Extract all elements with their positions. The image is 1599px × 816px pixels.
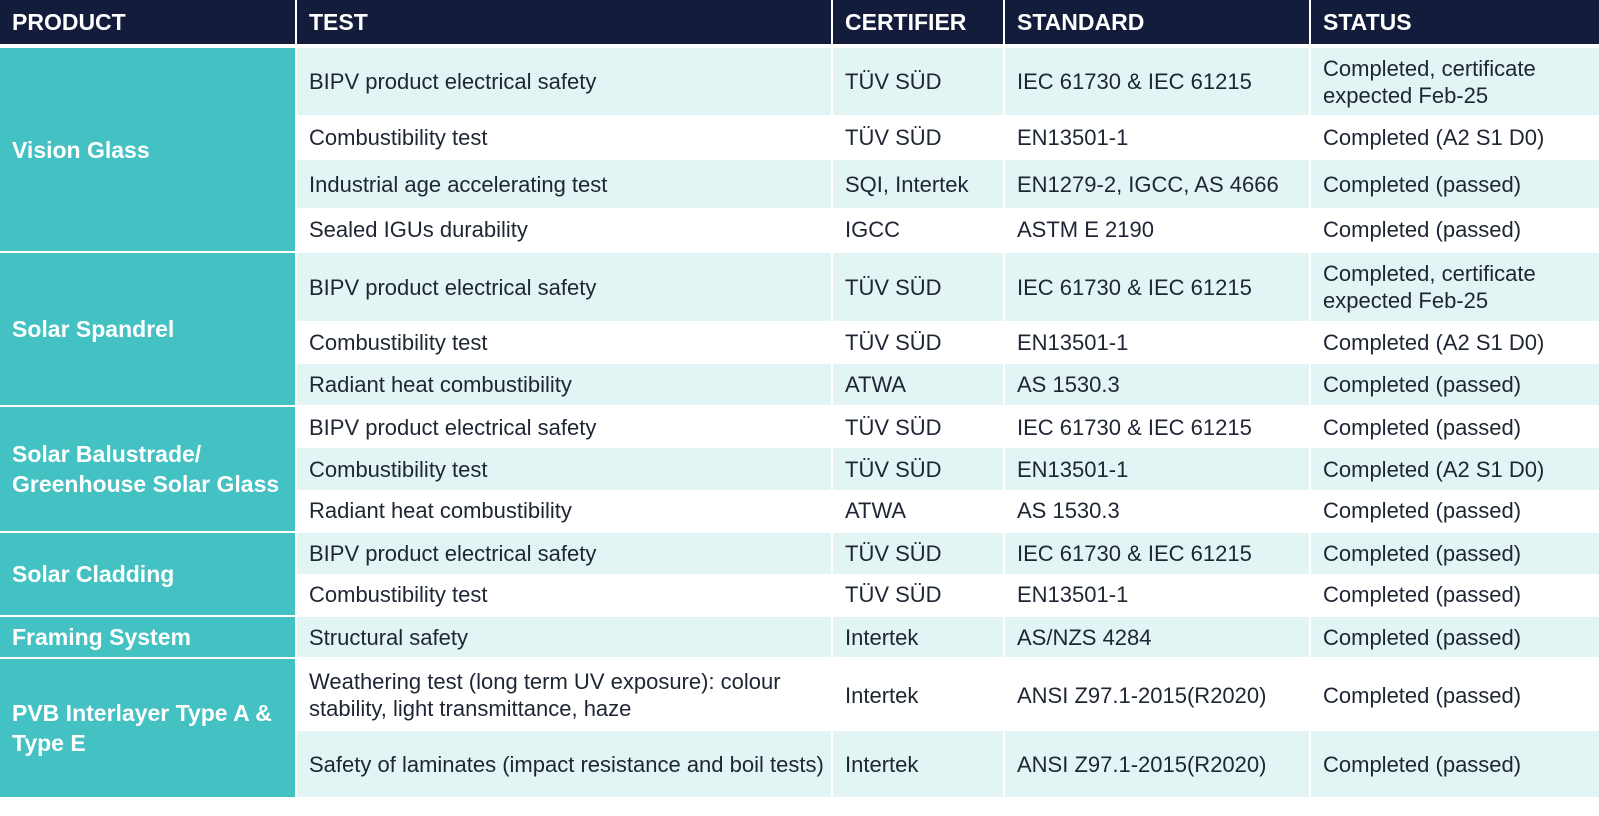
certifier-cell: TÜV SÜD — [831, 321, 1004, 364]
table-row: Combustibility test TÜV SÜD EN13501-1 Co… — [0, 321, 1599, 364]
product-cell-solar-balustrade: Solar Balustrade/ Greenhouse Solar Glass — [0, 406, 296, 533]
header-test: TEST — [295, 0, 832, 48]
table-row: Solar Spandrel BIPV product electrical s… — [0, 252, 1599, 407]
test-cell: Combustibility test — [295, 574, 832, 617]
certifier-cell: SQI, Intertek — [831, 160, 1004, 208]
test-cell: Radiant heat combustibility — [295, 490, 832, 533]
status-cell: Completed (passed) — [1309, 574, 1599, 617]
table-row: Vision Glass BIPV product electrical saf… — [0, 46, 1599, 253]
certifier-cell: TÜV SÜD — [831, 252, 1004, 321]
status-cell: Completed (passed) — [1309, 616, 1599, 659]
certifier-cell: TÜV SÜD — [831, 574, 1004, 617]
status-cell: Completed (passed) — [1309, 406, 1599, 448]
certifier-cell: Intertek — [831, 731, 1004, 797]
standard-cell: ASTM E 2190 — [1003, 208, 1310, 253]
standard-cell: EN13501-1 — [1003, 321, 1310, 364]
certifier-cell: ATWA — [831, 490, 1004, 533]
table-row: Combustibility test TÜV SÜD EN13501-1 Co… — [0, 448, 1599, 490]
header-status: STATUS — [1309, 0, 1599, 48]
test-cell: Radiant heat combustibility — [295, 364, 832, 407]
test-cell: BIPV product electrical safety — [295, 46, 832, 115]
status-cell: Completed (passed) — [1309, 364, 1599, 407]
table-row: Solar Cladding BIPV product electrical s… — [0, 532, 1599, 617]
test-cell: Safety of laminates (impact resistance a… — [295, 731, 832, 797]
certification-table: PRODUCT TEST CERTIFIER STANDARD STATUS V… — [0, 0, 1599, 797]
certifier-cell: TÜV SÜD — [831, 448, 1004, 490]
test-cell: BIPV product electrical safety — [295, 252, 832, 321]
product-cell-vision-glass: Vision Glass — [0, 46, 296, 253]
certifier-cell: TÜV SÜD — [831, 46, 1004, 115]
standard-cell: EN1279-2, IGCC, AS 4666 — [1003, 160, 1310, 208]
table-row: Combustibility test TÜV SÜD EN13501-1 Co… — [0, 115, 1599, 160]
status-cell: Completed (passed) — [1309, 532, 1599, 574]
status-cell: Completed (A2 S1 D0) — [1309, 448, 1599, 490]
header-row: PRODUCT TEST CERTIFIER STANDARD STATUS — [0, 0, 1599, 48]
status-cell: Completed, certificate expected Feb-25 — [1309, 46, 1599, 115]
table-row: Solar Balustrade/ Greenhouse Solar Glass… — [0, 406, 1599, 533]
test-cell: Combustibility test — [295, 448, 832, 490]
table-row: Radiant heat combustibility ATWA AS 1530… — [0, 490, 1599, 533]
product-cell-framing-system: Framing System — [0, 616, 296, 659]
standard-cell: AS 1530.3 — [1003, 364, 1310, 407]
table-row: Framing System Structural safety Interte… — [0, 616, 1599, 659]
test-cell: Industrial age accelerating test — [295, 160, 832, 208]
standard-cell: AS 1530.3 — [1003, 490, 1310, 533]
table-row: Safety of laminates (impact resistance a… — [0, 731, 1599, 797]
standard-cell: AS/NZS 4284 — [1003, 616, 1310, 659]
test-cell: Weathering test (long term UV exposure):… — [295, 658, 832, 731]
status-cell: Completed (passed) — [1309, 208, 1599, 253]
status-cell: Completed (passed) — [1309, 160, 1599, 208]
test-cell: Combustibility test — [295, 321, 832, 364]
standard-cell: EN13501-1 — [1003, 574, 1310, 617]
certifier-cell: ATWA — [831, 364, 1004, 407]
header-product: PRODUCT — [0, 0, 296, 48]
product-cell-solar-spandrel: Solar Spandrel — [0, 252, 296, 407]
header-certifier: CERTIFIER — [831, 0, 1004, 48]
table-row: Radiant heat combustibility ATWA AS 1530… — [0, 364, 1599, 407]
table-row: Sealed IGUs durability IGCC ASTM E 2190 … — [0, 208, 1599, 253]
certifier-cell: Intertek — [831, 616, 1004, 659]
standard-cell: IEC 61730 & IEC 61215 — [1003, 406, 1310, 448]
status-cell: Completed, certificate expected Feb-25 — [1309, 252, 1599, 321]
certifier-cell: TÜV SÜD — [831, 406, 1004, 448]
standard-cell: EN13501-1 — [1003, 115, 1310, 160]
standard-cell: IEC 61730 & IEC 61215 — [1003, 532, 1310, 574]
product-cell-solar-cladding: Solar Cladding — [0, 532, 296, 617]
status-cell: Completed (passed) — [1309, 490, 1599, 533]
product-cell-pvb-interlayer: PVB Interlayer Type A & Type E — [0, 658, 296, 797]
table-row: Industrial age accelerating test SQI, In… — [0, 160, 1599, 208]
standard-cell: IEC 61730 & IEC 61215 — [1003, 252, 1310, 321]
test-cell: BIPV product electrical safety — [295, 532, 832, 574]
test-cell: Structural safety — [295, 616, 832, 659]
status-cell: Completed (A2 S1 D0) — [1309, 115, 1599, 160]
status-cell: Completed (passed) — [1309, 658, 1599, 731]
status-cell: Completed (passed) — [1309, 731, 1599, 797]
table-row: PVB Interlayer Type A & Type E Weatherin… — [0, 658, 1599, 797]
standard-cell: EN13501-1 — [1003, 448, 1310, 490]
certifier-cell: TÜV SÜD — [831, 115, 1004, 160]
table-row: Combustibility test TÜV SÜD EN13501-1 Co… — [0, 574, 1599, 617]
certifier-cell: IGCC — [831, 208, 1004, 253]
test-cell: Sealed IGUs durability — [295, 208, 832, 253]
standard-cell: ANSI Z97.1-2015(R2020) — [1003, 658, 1310, 731]
test-cell: Combustibility test — [295, 115, 832, 160]
standard-cell: ANSI Z97.1-2015(R2020) — [1003, 731, 1310, 797]
certifier-cell: Intertek — [831, 658, 1004, 731]
header-standard: STANDARD — [1003, 0, 1310, 48]
certifier-cell: TÜV SÜD — [831, 532, 1004, 574]
standard-cell: IEC 61730 & IEC 61215 — [1003, 46, 1310, 115]
status-cell: Completed (A2 S1 D0) — [1309, 321, 1599, 364]
test-cell: BIPV product electrical safety — [295, 406, 832, 448]
